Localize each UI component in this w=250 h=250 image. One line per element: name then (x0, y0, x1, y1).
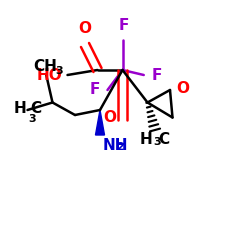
Text: 3: 3 (154, 137, 162, 147)
Text: 3: 3 (56, 66, 64, 76)
Text: 3: 3 (28, 114, 36, 124)
Text: O: O (103, 110, 116, 125)
Text: 2: 2 (116, 142, 124, 152)
Text: NH: NH (102, 138, 128, 152)
Text: F: F (118, 18, 129, 32)
Text: H: H (140, 132, 152, 148)
Text: HO: HO (37, 68, 62, 82)
Text: C: C (30, 101, 41, 116)
Text: C: C (158, 132, 169, 148)
Polygon shape (96, 110, 104, 135)
Text: O: O (78, 21, 92, 36)
Text: F: F (90, 82, 100, 98)
Text: O: O (176, 81, 189, 96)
Text: H: H (14, 101, 26, 116)
Text: F: F (151, 68, 162, 82)
Text: CH: CH (33, 59, 57, 74)
